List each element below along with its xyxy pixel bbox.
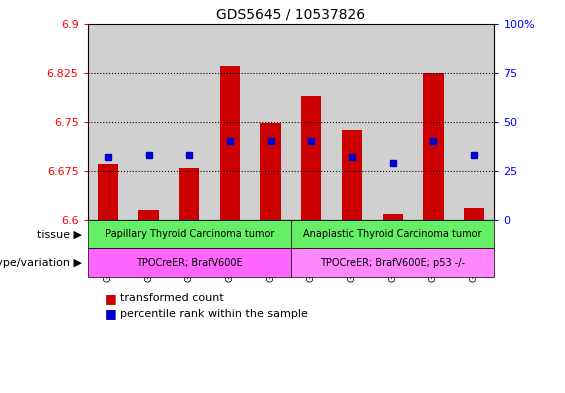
Text: ■: ■ <box>105 292 116 305</box>
Text: tissue ▶: tissue ▶ <box>37 229 82 239</box>
Bar <box>98 164 118 220</box>
Bar <box>372 24 413 220</box>
Bar <box>169 24 210 220</box>
Text: transformed count: transformed count <box>120 293 224 303</box>
Bar <box>128 24 169 220</box>
Bar <box>291 24 332 220</box>
Text: TPOCreER; BrafV600E; p53 -/-: TPOCreER; BrafV600E; p53 -/- <box>320 257 465 268</box>
Text: Anaplastic Thyroid Carcinoma tumor: Anaplastic Thyroid Carcinoma tumor <box>303 229 482 239</box>
Bar <box>413 24 454 220</box>
Title: GDS5645 / 10537826: GDS5645 / 10537826 <box>216 7 366 21</box>
Text: TPOCreER; BrafV600E: TPOCreER; BrafV600E <box>136 257 242 268</box>
Text: ■: ■ <box>105 307 116 321</box>
Bar <box>383 213 403 220</box>
Bar <box>454 24 494 220</box>
Bar <box>342 130 362 220</box>
Bar <box>88 24 128 220</box>
Text: percentile rank within the sample: percentile rank within the sample <box>120 309 308 319</box>
Text: Papillary Thyroid Carcinoma tumor: Papillary Thyroid Carcinoma tumor <box>105 229 274 239</box>
Bar <box>179 168 199 220</box>
Bar <box>220 66 240 220</box>
Text: genotype/variation ▶: genotype/variation ▶ <box>0 257 82 268</box>
Bar <box>464 208 484 220</box>
Bar <box>138 210 159 220</box>
Bar <box>260 123 281 220</box>
Bar <box>250 24 291 220</box>
Bar <box>423 73 444 220</box>
Bar <box>332 24 372 220</box>
Bar <box>301 95 321 220</box>
Bar <box>210 24 250 220</box>
